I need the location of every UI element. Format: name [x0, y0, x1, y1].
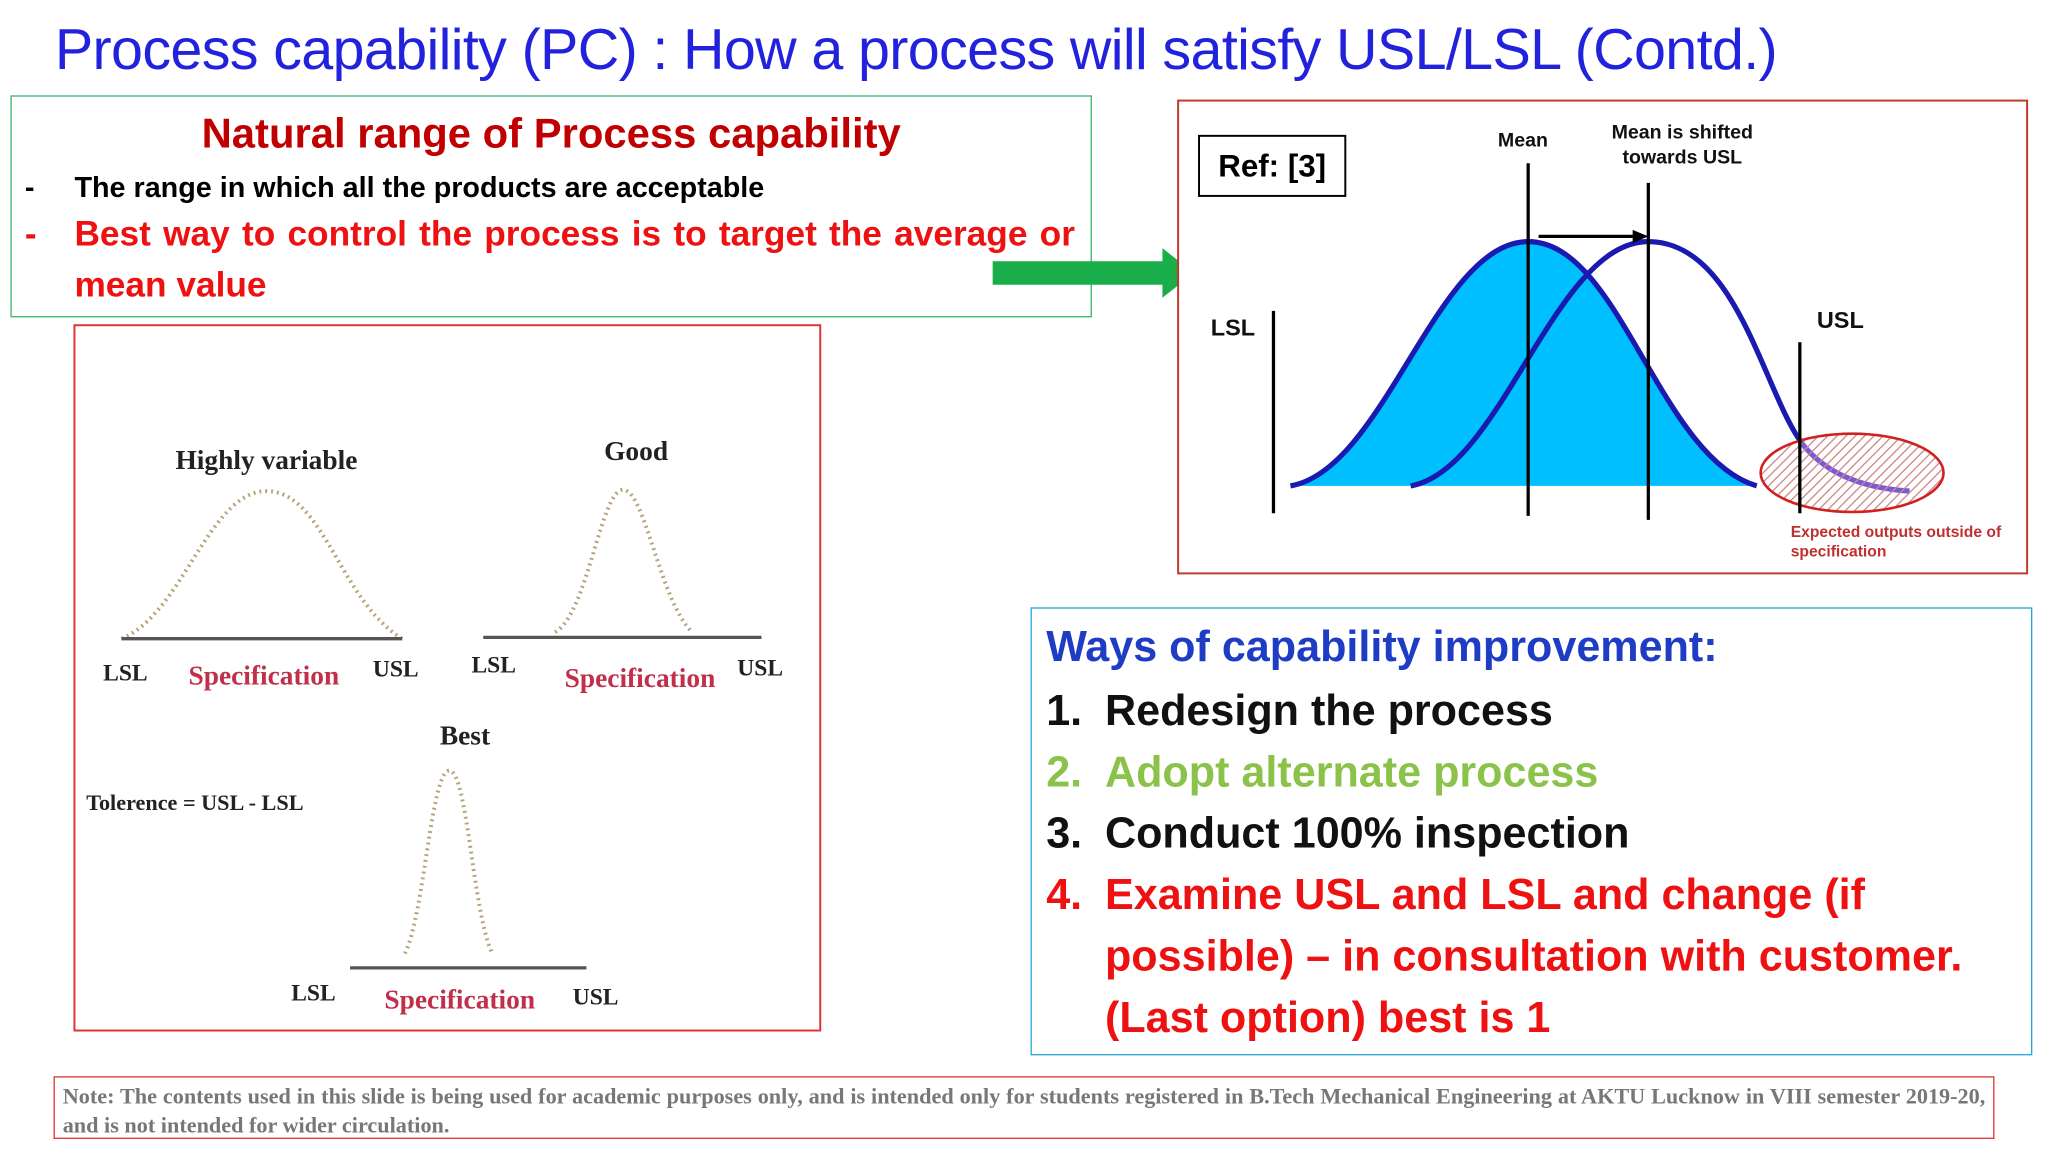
- box-heading: Ways of capability improvement:: [1046, 621, 1718, 671]
- item-number: 2.: [1046, 747, 1083, 796]
- tolerance-label: Tolerence = USL - LSL: [86, 790, 303, 815]
- usl-label: USL: [1817, 307, 1864, 333]
- outside-label: Expected outputs outside of: [1791, 524, 2002, 541]
- outside-label: specification: [1791, 543, 1887, 560]
- spec-label: Specification: [565, 663, 716, 693]
- item-line: (Last option) best is 1: [1104, 992, 1551, 1041]
- curves: [120, 487, 694, 955]
- usl-label: USL: [373, 657, 419, 683]
- box-heading: Natural range of Process capability: [201, 109, 901, 157]
- item-line: Adopt alternate process: [1104, 747, 1599, 796]
- panel-label: Good: [604, 436, 668, 466]
- item-text: Adopt alternate process: [1105, 741, 1598, 802]
- arrow-head: [1632, 229, 1649, 243]
- bullet-text: The range in which all the products are …: [74, 171, 765, 204]
- item-line: Conduct 100% inspection: [1104, 808, 1630, 857]
- list-item: 3. Conduct 100% inspection: [1046, 802, 1629, 863]
- bullet: - The range in which all the products are…: [12, 171, 765, 205]
- mean-label: Mean: [1498, 129, 1548, 151]
- item-line: possible) – in consultation with custome…: [1104, 931, 1963, 980]
- outside-ellipse: [1759, 432, 1945, 514]
- curve: [120, 489, 404, 641]
- ref-label: Ref: [3]: [1218, 148, 1326, 183]
- usl-label: USL: [573, 984, 619, 1010]
- item-line: Redesign the process: [1104, 685, 1553, 735]
- spec-lines: [1271, 163, 1802, 520]
- bullet-marker: -: [24, 214, 37, 254]
- footnote: Note: The contents used in this slide is…: [53, 1076, 1995, 1139]
- item-number: 4.: [1046, 869, 1083, 919]
- list-item: 1. Redesign the process: [1046, 679, 1553, 740]
- ref-box: [1198, 134, 1347, 197]
- improvement-box: Ways of capability improvement: 1. Redesi…: [1030, 607, 2033, 1056]
- spec-label: Specification: [384, 984, 535, 1014]
- panel-label: Highly variable: [175, 445, 357, 475]
- item-text: Conduct 100% inspection: [1105, 802, 1629, 863]
- item-number: 1.: [1046, 685, 1083, 735]
- bullet: - Best way to control the process is to t…: [12, 209, 1075, 311]
- shifted-label: Mean is shifted: [1612, 121, 1753, 143]
- bullet-marker: -: [24, 171, 35, 204]
- curve: [403, 768, 495, 955]
- left-figure-frame: [73, 324, 822, 1032]
- panel-label: Best: [440, 720, 490, 750]
- item-number: 3.: [1046, 808, 1083, 857]
- bullet-text: Best way to control the process is to ta…: [74, 214, 1075, 305]
- item-text: Examine USL and LSL and change (if possib…: [1105, 863, 1962, 1047]
- shifted-label: towards USL: [1622, 146, 1742, 168]
- list-item: 2. Adopt alternate process: [1046, 741, 1598, 802]
- item-text: Redesign the process: [1105, 679, 1553, 740]
- item-line: Examine USL and LSL and change (if: [1104, 869, 1866, 919]
- usl-label: USL: [737, 655, 783, 681]
- spec-lines: [121, 635, 762, 970]
- lsl-label: LSL: [472, 653, 516, 679]
- slide-title: Process capability (PC) : How a process …: [54, 18, 1778, 83]
- natural-range-box: Natural range of Process capability - The…: [10, 95, 1092, 318]
- list-item: 4. Examine USL and LSL and change (if poss…: [1046, 863, 1962, 1047]
- lsl-label: LSL: [1211, 315, 1255, 341]
- lsl-label: LSL: [291, 980, 335, 1006]
- arrow: [992, 248, 1194, 298]
- spec-label: Specification: [188, 660, 339, 690]
- curve: [1410, 239, 1805, 489]
- lsl-label: LSL: [103, 660, 147, 686]
